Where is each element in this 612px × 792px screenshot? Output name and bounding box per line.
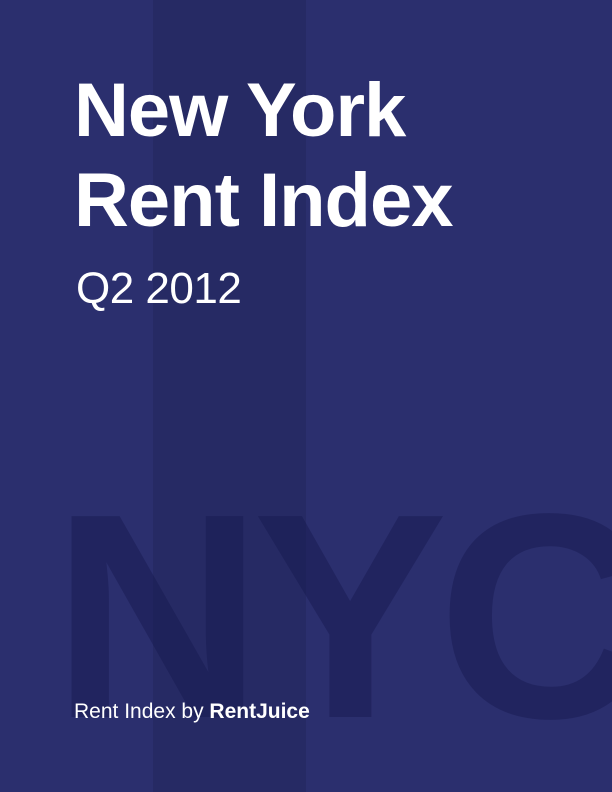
cover-subtitle: Q2 2012 (76, 264, 242, 313)
title-line-2: Rent Index (74, 158, 453, 243)
byline-brand: RentJuice (209, 700, 310, 723)
byline-prefix: Rent Index by (74, 700, 210, 723)
vertical-stripe (153, 0, 306, 792)
cover-byline: Rent Index by RentJuice (74, 699, 310, 725)
watermark-nyc: NYC (52, 453, 612, 779)
cover-title: New York Rent Index (74, 66, 453, 246)
title-line-1: New York (74, 68, 406, 153)
